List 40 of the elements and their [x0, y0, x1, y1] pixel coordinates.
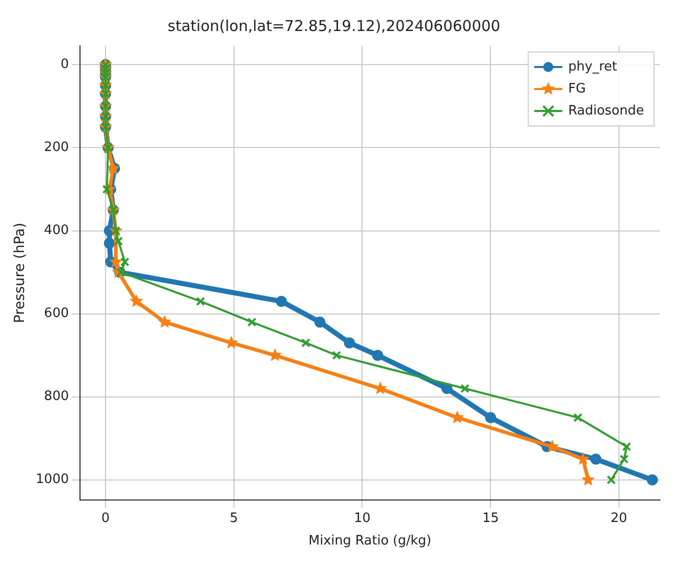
chart-title: station(lon,lat=72.85,19.12),202406060000 — [168, 16, 500, 35]
point — [581, 472, 595, 486]
x-tick-label: 5 — [230, 510, 238, 526]
point — [620, 454, 629, 464]
point — [276, 296, 287, 307]
point — [606, 475, 616, 484]
x-tick-label: 0 — [101, 510, 110, 526]
y-tick-label: 200 — [44, 140, 69, 156]
point — [247, 318, 256, 327]
y-axis-title: Pressure (hPa) — [12, 222, 28, 324]
point — [158, 315, 172, 328]
point — [372, 350, 384, 361]
point — [344, 337, 355, 348]
point — [314, 316, 326, 328]
y-tick-label: 400 — [44, 223, 69, 238]
x-tick-label: 20 — [610, 510, 628, 526]
y-tick-label: 800 — [44, 389, 69, 404]
point — [114, 236, 123, 246]
point — [120, 257, 130, 266]
point — [646, 474, 658, 486]
x-tick-label: 10 — [354, 510, 371, 526]
point — [332, 350, 342, 360]
point — [460, 384, 470, 394]
y-tick-label: 600 — [44, 306, 69, 322]
y-tick-label: 0 — [60, 57, 69, 72]
point — [573, 413, 582, 422]
y-tick-label: 1000 — [36, 472, 69, 488]
legend-label: Radiosonde — [568, 103, 644, 118]
point — [485, 412, 496, 424]
point — [590, 454, 602, 465]
x-tick-label: 15 — [482, 510, 499, 526]
legend-label: phy_ret — [568, 59, 618, 74]
point — [301, 338, 310, 348]
point — [106, 161, 120, 174]
legend-label: FG — [568, 81, 586, 96]
point — [196, 296, 206, 306]
point — [104, 238, 115, 249]
point — [622, 442, 632, 452]
point — [130, 294, 144, 308]
x-axis-title: Mixing Ratio (g/kg) — [308, 534, 432, 549]
